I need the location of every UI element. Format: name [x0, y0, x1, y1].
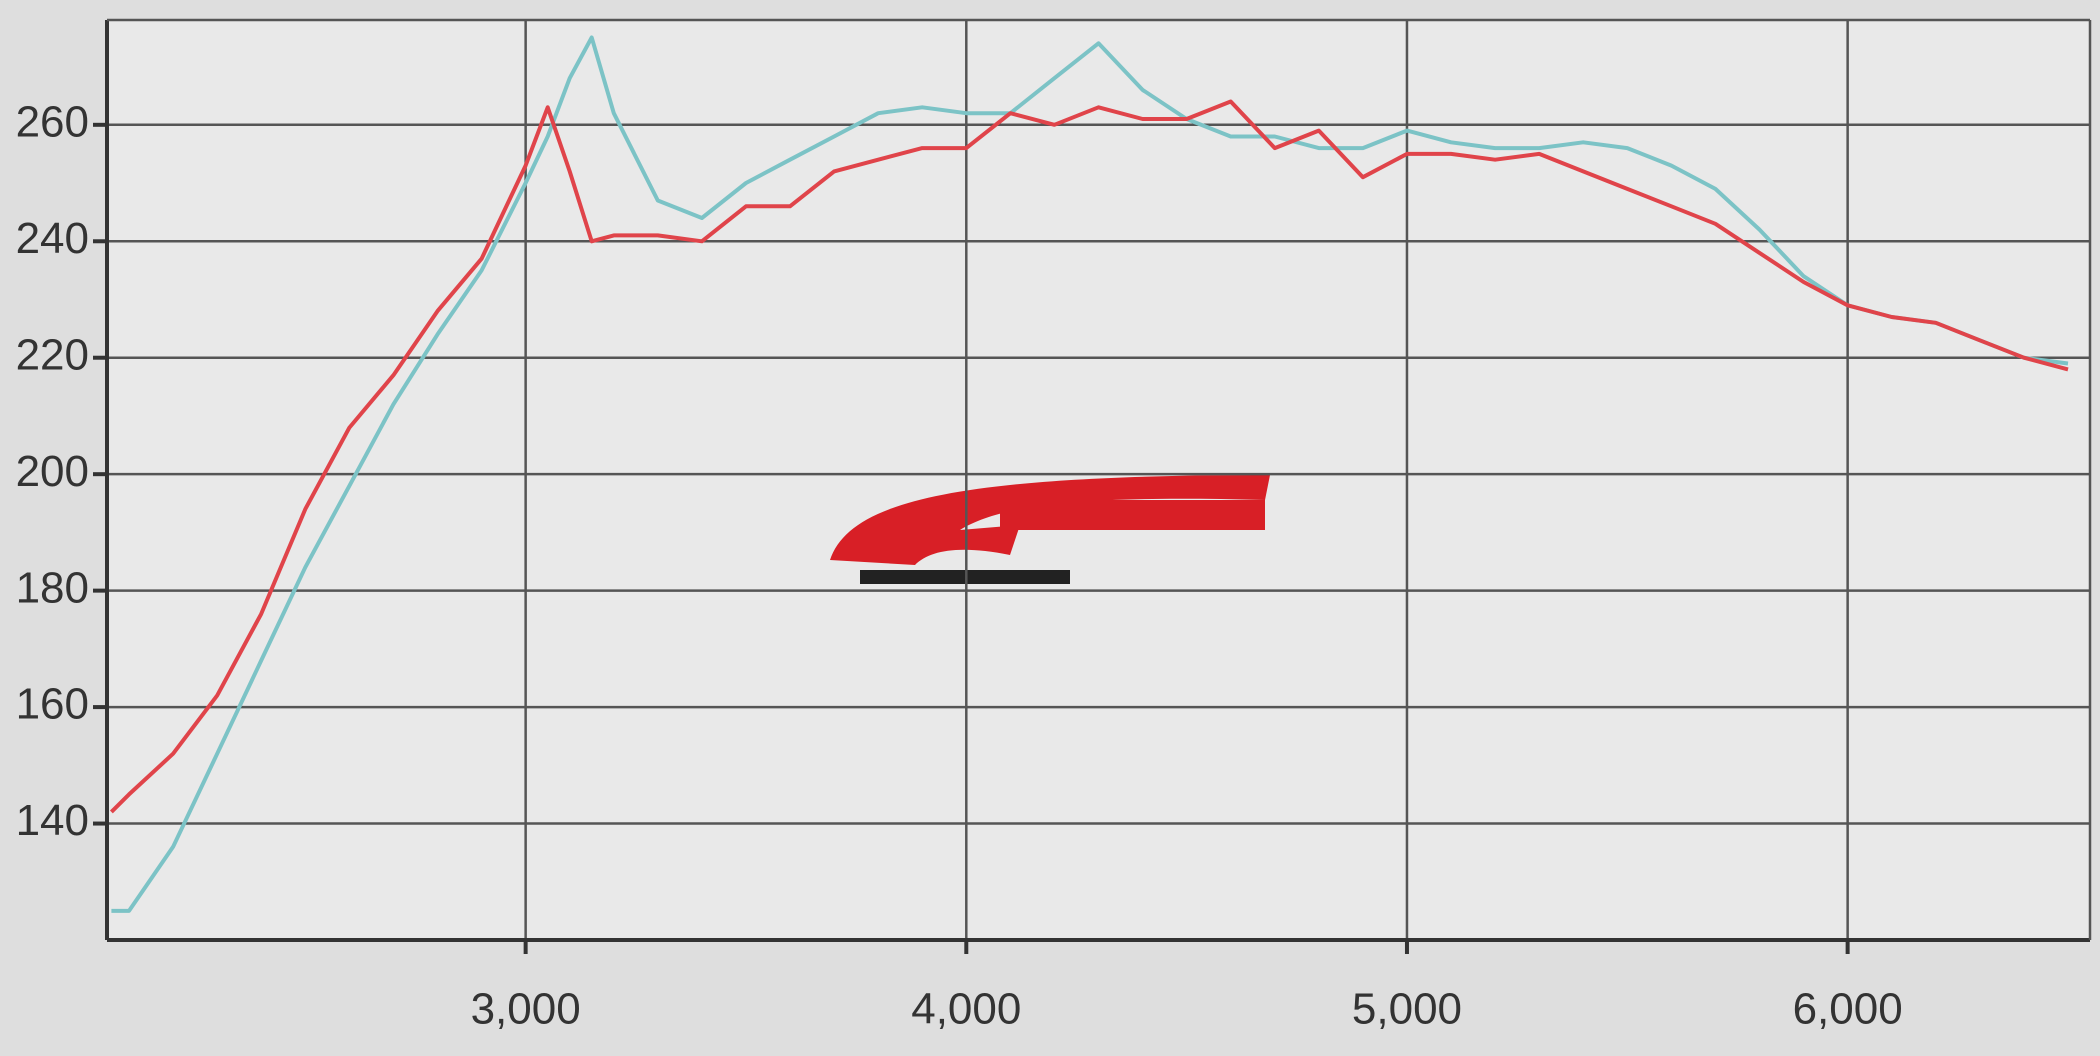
x-tick-label: 4,000 — [911, 985, 1021, 1034]
page: {"chart_data": {"type": "line", "x": [20… — [0, 0, 2100, 1056]
y-tick-label: 220 — [16, 330, 89, 379]
logo-shadow — [860, 570, 1070, 584]
chart: 140 160 180 200 220 240 260 3,000 4,000 5,000 6,00… — [0, 0, 2100, 1056]
y-tick-label: 240 — [16, 214, 89, 263]
y-tick-label: 200 — [16, 447, 89, 496]
y-tick-label: 260 — [16, 97, 89, 146]
y-tick-label: 180 — [16, 563, 89, 612]
x-tick-label: 5,000 — [1352, 985, 1462, 1034]
x-tick-label: 3,000 — [471, 985, 581, 1034]
y-tick-label: 160 — [16, 680, 89, 729]
x-tick-label: 6,000 — [1793, 985, 1903, 1034]
y-tick-label: 140 — [16, 796, 89, 845]
logo-bar — [1000, 500, 1265, 530]
